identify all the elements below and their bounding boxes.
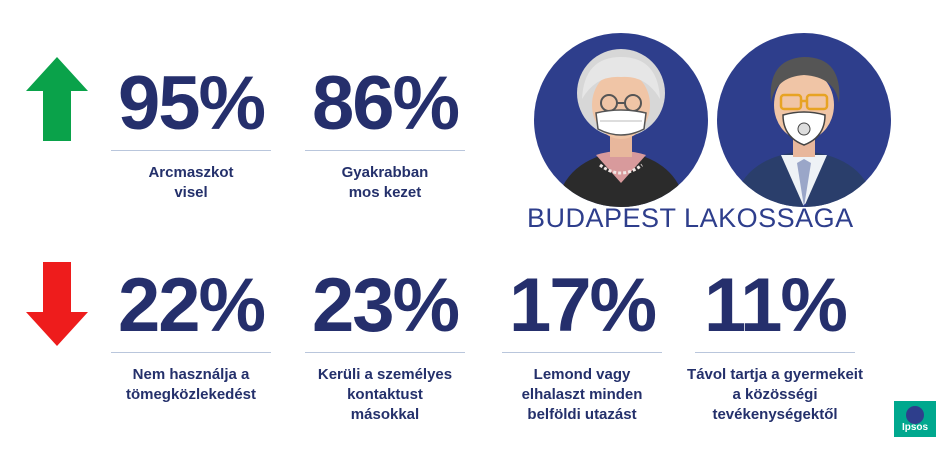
stat-description: Arcmaszkot visel — [148, 164, 234, 201]
stat-value: 23% — [311, 263, 460, 348]
divider — [111, 352, 271, 353]
stat-children-activities: 11% Távol tartja a gyermekeit a közösség… — [680, 268, 870, 425]
stat-public-transport: 22% Nem használja a tömegközlekedést — [111, 268, 271, 405]
divider — [305, 352, 465, 353]
up-arrow-icon — [26, 57, 88, 141]
stat-value: 95% — [117, 61, 266, 146]
headline: BUDAPEST LAKOSSÁGA — [527, 203, 854, 233]
down-arrow-icon — [26, 262, 88, 346]
stat-face-mask: 95% Arcmaszkot visel — [111, 66, 271, 203]
man-masked-avatar — [717, 33, 891, 207]
divider — [695, 352, 855, 353]
stat-description: Kerüli a személyes kontaktust másokkal — [317, 366, 453, 423]
stat-value: 17% — [508, 263, 657, 348]
stat-description: Gyakrabban mos kezet — [341, 164, 429, 201]
stat-description: Lemond vagy elhalaszt minden belföldi ut… — [521, 366, 643, 423]
stat-domestic-travel: 17% Lemond vagy elhalaszt minden belföld… — [502, 268, 662, 425]
divider — [111, 150, 271, 151]
elderly-woman-masked-avatar — [534, 33, 708, 207]
stat-description: Távol tartja a gyermekeit a közösségi te… — [687, 366, 863, 423]
divider — [305, 150, 465, 151]
stat-value: 22% — [117, 263, 266, 348]
stat-value: 11% — [704, 263, 848, 348]
stat-value: 86% — [311, 61, 460, 146]
divider — [502, 352, 662, 353]
stat-hand-washing: 86% Gyakrabban mos kezet — [305, 66, 465, 203]
stat-personal-contact: 23% Kerüli a személyes kontaktust másokk… — [305, 268, 465, 425]
ipsos-logo: Ipsos — [894, 401, 936, 437]
stat-description: Nem használja a tömegközlekedést — [125, 366, 257, 403]
